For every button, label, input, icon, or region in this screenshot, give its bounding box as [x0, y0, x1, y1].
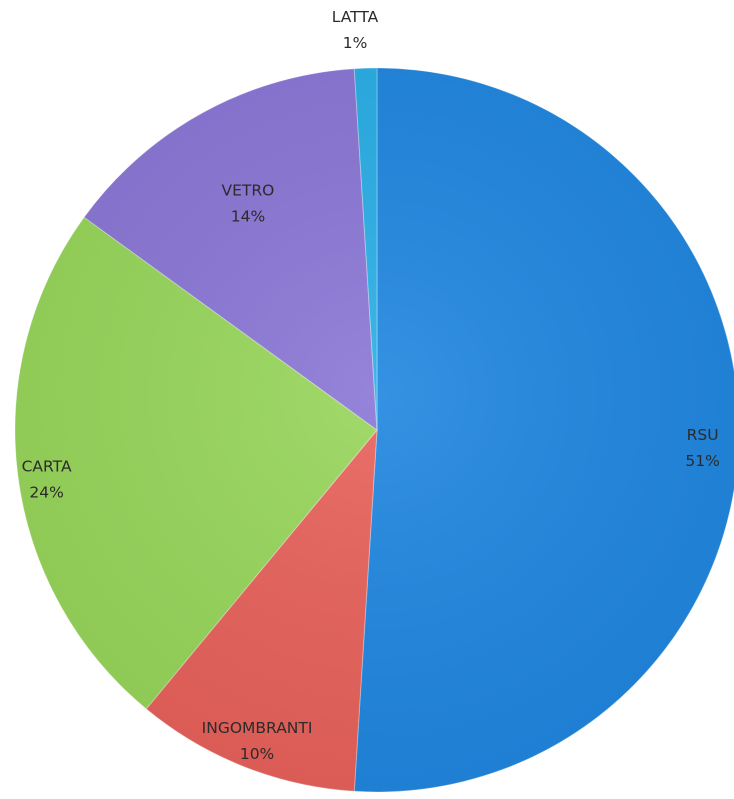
slice-label-carta: CARTA	[22, 458, 72, 476]
slice-percent-vetro: 14%	[231, 207, 265, 225]
pie-slice-rsu	[353, 67, 734, 793]
slice-label-rsu: RSU	[687, 426, 719, 444]
pie-labels: RSU 51% INGOMBRANTI 10% CARTA 24% VETRO 14% LATT…	[22, 8, 720, 763]
slice-label-latta: LATTA	[332, 8, 379, 26]
slice-label-ingombranti: INGOMBRANTI	[202, 719, 313, 737]
slice-label-vetro: VETRO	[222, 181, 275, 199]
slice-percent-carta: 24%	[29, 484, 63, 502]
pie-slices	[14, 67, 734, 793]
slice-percent-rsu: 51%	[685, 452, 719, 470]
slice-percent-latta: 1%	[343, 34, 368, 52]
slice-percent-ingombranti: 10%	[240, 745, 274, 763]
